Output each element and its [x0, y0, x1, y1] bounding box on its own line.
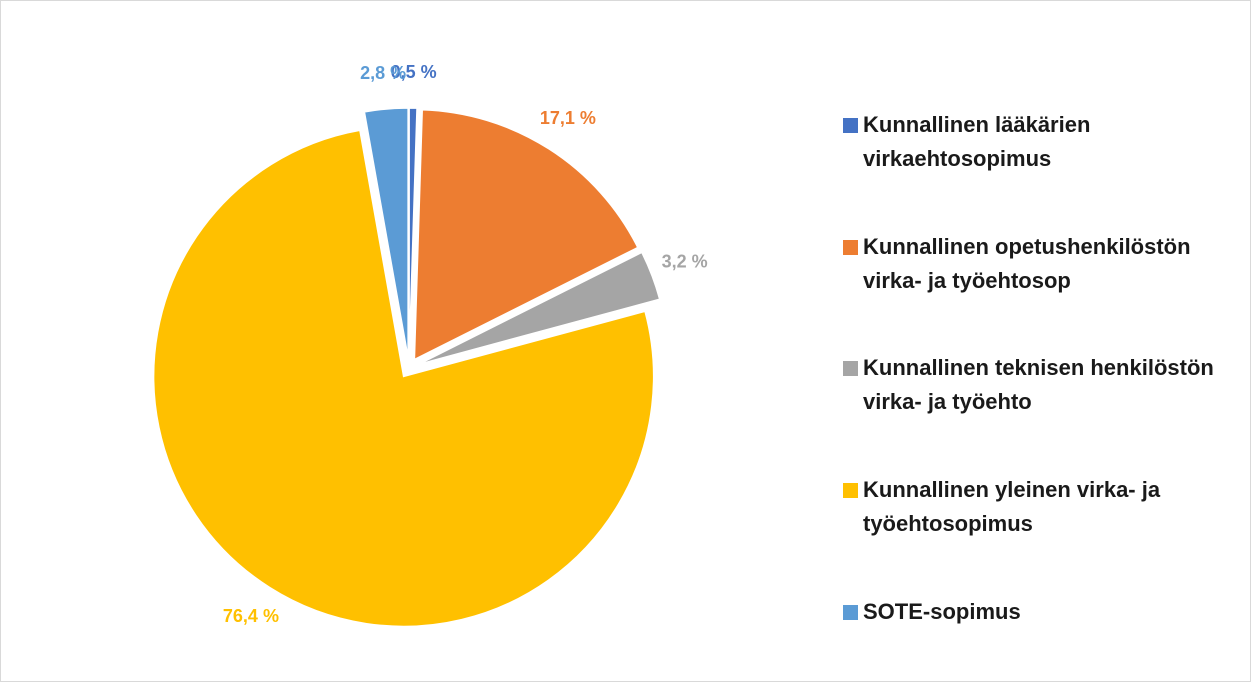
legend-swatch: [843, 483, 858, 499]
pie-slice: [408, 107, 418, 359]
pie-slice: [363, 107, 409, 359]
legend-swatch: [843, 117, 858, 133]
legend: Kunnallinen lääkärien virkaehtosopimus Ku…: [843, 81, 1223, 656]
legend-label: Kunnallinen yleinen virka- ja työehtosop…: [863, 477, 1161, 537]
legend-label: Kunnallinen teknisen henkilöstön virka- …: [863, 355, 1214, 415]
data-label: 76,4 %: [223, 606, 279, 626]
legend-label: SOTE-sopimus: [863, 599, 1021, 625]
legend-item: Kunnallinen teknisen henkilöstön virka- …: [843, 351, 1223, 419]
legend-item: SOTE-sopimus: [843, 595, 1223, 629]
pie-slice: [418, 251, 661, 366]
legend-item: Kunnallinen opetushenkilöstön virka- ja …: [843, 230, 1223, 298]
legend-swatch: [843, 605, 858, 621]
legend-swatch: [843, 239, 858, 255]
legend-item: Kunnallinen lääkärien virkaehtosopimus: [843, 108, 1223, 176]
pie-slice: [152, 129, 655, 628]
data-label: 3,2 %: [662, 252, 708, 272]
data-label: 17,1 %: [540, 108, 596, 128]
legend-item: Kunnallinen yleinen virka- ja työehtosop…: [843, 473, 1223, 541]
legend-swatch: [843, 361, 858, 377]
pie-area: 0,5 % 17,1 % 3,2 % 76,4 % 2,8 %: [152, 62, 708, 628]
pie-slice: [413, 108, 639, 361]
data-label: 0,5 %: [391, 62, 437, 82]
legend-label: Kunnallinen lääkärien virkaehtosopimus: [863, 111, 1091, 171]
legend-label: Kunnallinen opetushenkilöstön virka- ja …: [863, 233, 1191, 293]
data-label: 2,8 %: [360, 63, 406, 83]
